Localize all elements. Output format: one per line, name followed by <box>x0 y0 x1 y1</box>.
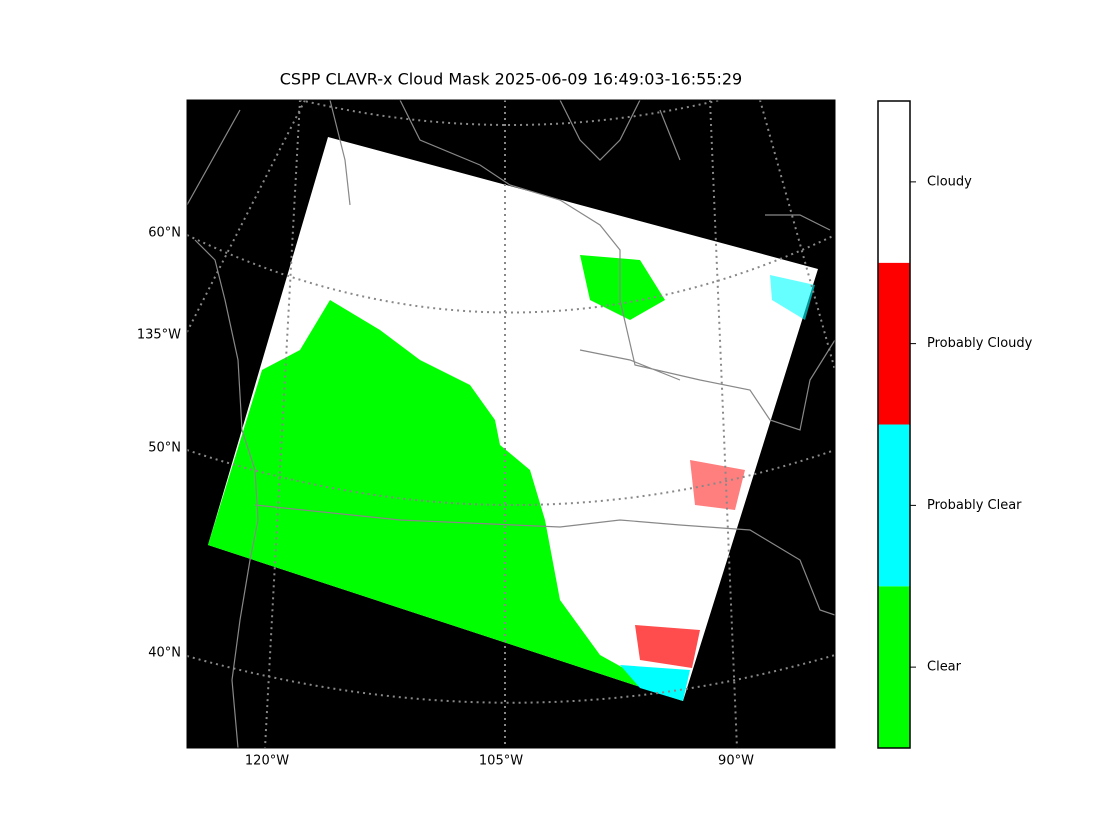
graticule <box>187 654 835 704</box>
colorbar-label: Cloudy <box>927 174 972 189</box>
graticule <box>187 100 306 333</box>
graticule <box>187 449 835 506</box>
graticule <box>299 100 721 126</box>
map-labels: 60°N 50°N 40°N 135°W 120°W 105°W 90°W <box>137 226 754 769</box>
probably-cloudy-region <box>635 625 700 668</box>
colorbar-segment <box>878 424 910 587</box>
lon-label: 135°W <box>137 328 181 343</box>
colorbar-segment <box>878 586 910 748</box>
lon-label: 90°W <box>718 754 754 769</box>
graticule <box>264 100 301 748</box>
graticule <box>709 100 738 748</box>
coastline <box>187 100 835 748</box>
colorbar-label: Probably Clear <box>927 498 1022 513</box>
colorbar-segment <box>878 101 910 263</box>
lon-label: 105°W <box>479 754 523 769</box>
colorbar-label: Clear <box>927 660 962 675</box>
colorbar-segment <box>878 262 910 425</box>
map-frame <box>186 99 836 749</box>
map <box>187 100 835 748</box>
probably-clear-region <box>620 665 690 701</box>
clear-region <box>580 255 665 320</box>
clear-region <box>208 300 683 701</box>
probably-cloudy-region <box>690 460 745 510</box>
title: CSPP CLAVR-x Cloud Mask 2025-06-09 16:49… <box>280 70 742 89</box>
probably-clear-region <box>770 275 815 320</box>
lat-label: 50°N <box>148 441 181 456</box>
lat-label: 40°N <box>148 646 181 661</box>
lon-label: 120°W <box>245 754 289 769</box>
colorbar: Clear Probably Clear Probably Cloudy Cloudy <box>878 101 1033 748</box>
lat-label: 60°N <box>148 226 181 241</box>
colorbar-frame <box>877 100 911 749</box>
colorbar-label: Probably Cloudy <box>927 336 1033 351</box>
